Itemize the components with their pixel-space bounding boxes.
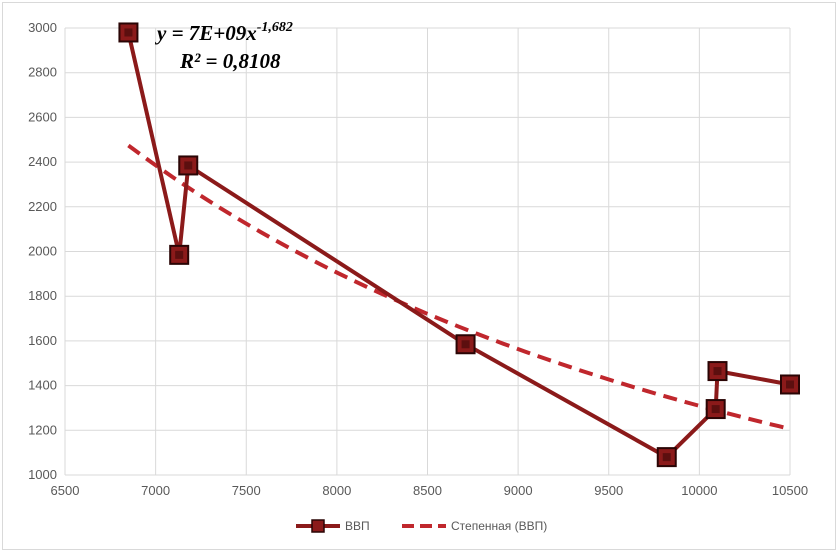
y-tick-label: 1200 bbox=[28, 422, 57, 437]
data-point-marker-inner bbox=[712, 405, 720, 413]
x-tick-label: 7500 bbox=[232, 483, 261, 498]
y-tick-label: 2800 bbox=[28, 65, 57, 80]
x-tick-label: 9000 bbox=[504, 483, 533, 498]
y-axis-tick-labels: 1000 1200 1400 1600 1800 2000 2200 2400 2600 2800… bbox=[28, 20, 57, 482]
x-tick-label: 9500 bbox=[594, 483, 623, 498]
y-tick-label: 1400 bbox=[28, 378, 57, 393]
y-tick-label: 2000 bbox=[28, 244, 57, 259]
equation-exponent: -1,682 bbox=[257, 20, 293, 35]
trendline-equation: y = 7E+09x-1,682 bbox=[154, 20, 293, 45]
y-tick-label: 2400 bbox=[28, 154, 57, 169]
data-point-marker-inner bbox=[175, 251, 183, 259]
x-tick-label: 10500 bbox=[772, 483, 808, 498]
y-tick-label: 2200 bbox=[28, 199, 57, 214]
y-tick-label: 1000 bbox=[28, 467, 57, 482]
x-tick-label: 10000 bbox=[681, 483, 717, 498]
y-tick-label: 1600 bbox=[28, 333, 57, 348]
series-line-vvp bbox=[128, 33, 790, 458]
x-axis-tick-labels: 6500 7000 7500 8000 8500 9000 9500 10000 10500 bbox=[51, 483, 809, 498]
data-point-marker-inner bbox=[714, 367, 722, 375]
series-markers bbox=[119, 23, 799, 466]
data-point-marker-inner bbox=[184, 161, 192, 169]
data-point-marker-inner bbox=[663, 453, 671, 461]
y-tick-label: 2600 bbox=[28, 109, 57, 124]
r-squared-label: R² = 0,8108 bbox=[179, 49, 281, 73]
data-point-marker-inner bbox=[124, 28, 132, 36]
x-tick-label: 6500 bbox=[51, 483, 80, 498]
data-point-marker-inner bbox=[786, 380, 794, 388]
legend: ВВП Степенная (ВВП) bbox=[296, 519, 547, 533]
legend-series-marker bbox=[312, 520, 324, 532]
legend-trendline-label: Степенная (ВВП) bbox=[451, 519, 547, 533]
y-tick-label: 3000 bbox=[28, 20, 57, 35]
legend-series-label: ВВП bbox=[345, 519, 370, 533]
trendline-series bbox=[128, 146, 790, 429]
data-point-marker-inner bbox=[462, 340, 470, 348]
x-tick-label: 7000 bbox=[141, 483, 170, 498]
equation-main: y = 7E+09x bbox=[154, 21, 257, 45]
x-tick-label: 8500 bbox=[413, 483, 442, 498]
y-tick-label: 1800 bbox=[28, 288, 57, 303]
x-tick-label: 8000 bbox=[322, 483, 351, 498]
